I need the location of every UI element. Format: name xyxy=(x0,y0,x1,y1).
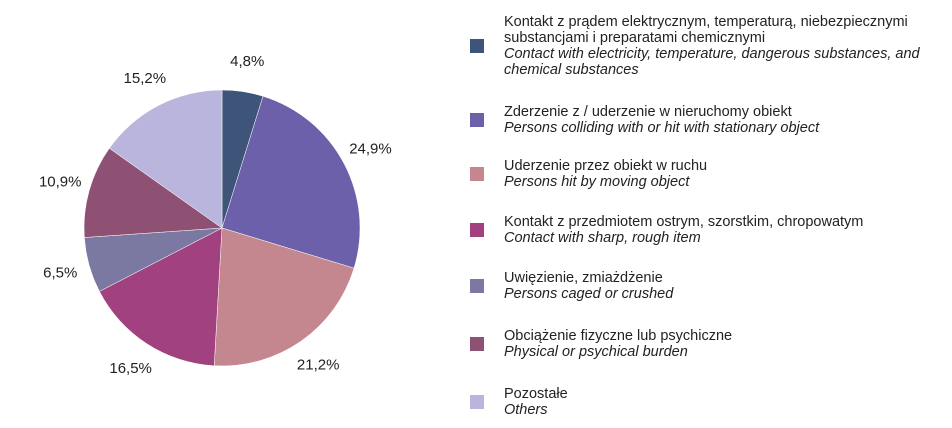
data-label: 10,9% xyxy=(39,174,82,191)
legend-label-en: Contact with sharp, rough item xyxy=(504,230,701,246)
legend-text: Kontakt z prądem elektrycznym, temperatu… xyxy=(504,14,949,78)
data-label: 15,2% xyxy=(124,70,167,87)
legend-label-en: Contact with electricity, temperature, d… xyxy=(504,46,920,78)
legend-text: Uwięzienie, zmiażdżenie Persons caged or … xyxy=(504,270,949,302)
data-label: 16,5% xyxy=(109,360,152,377)
legend-item: Kontakt z prądem elektrycznym, temperatu… xyxy=(470,14,950,78)
data-label: 24,9% xyxy=(349,140,392,157)
legend-label: Kontakt z prądem elektrycznym, temperatu… xyxy=(504,14,908,46)
legend-item: Pozostałe Others xyxy=(470,386,950,418)
pie-slice xyxy=(99,227,223,367)
legend-text: Pozostałe Others xyxy=(504,386,949,418)
legend-text: Obciążenie fizyczne lub psychiczne Physic… xyxy=(504,328,949,360)
legend-swatch xyxy=(470,39,484,53)
legend-label: Obciążenie fizyczne lub psychiczne xyxy=(504,328,733,344)
legend-swatch xyxy=(470,223,484,237)
pie-slice xyxy=(83,147,223,238)
pie-slice xyxy=(108,89,223,229)
data-label: 21,2% xyxy=(297,357,340,374)
pie-area: 4,8% 24,9% 21,2% 16,5% 6,5% 10,9% 15,2% xyxy=(39,53,392,377)
legend-item: Kontakt z przedmiotem ostrym, szorstkim,… xyxy=(470,214,950,246)
legend-swatch xyxy=(470,337,484,351)
legend-label-en: Persons hit by moving object xyxy=(504,174,690,190)
legend-label-en: Others xyxy=(504,402,548,418)
legend-label-en: Physical or psychical burden xyxy=(504,344,688,360)
legend-swatch xyxy=(470,279,484,293)
legend-item: Uderzenie przez obiekt w ruchu Persons hi… xyxy=(470,158,950,190)
legend-item: Obciążenie fizyczne lub psychiczne Physic… xyxy=(470,328,950,360)
legend-swatch xyxy=(470,167,484,181)
legend-label-en: Persons colliding with or hit with stati… xyxy=(504,120,820,136)
legend-text: Kontakt z przedmiotem ostrym, szorstkim,… xyxy=(504,214,949,246)
legend-text: Zderzenie z / uderzenie w nieruchomy obi… xyxy=(504,104,949,136)
legend-swatch xyxy=(470,113,484,127)
legend-label-en: Persons caged or crushed xyxy=(504,286,674,302)
legend-label: Uwięzienie, zmiażdżenie xyxy=(504,270,663,286)
legend-item: Zderzenie z / uderzenie w nieruchomy obi… xyxy=(470,104,950,136)
legend-label: Uderzenie przez obiekt w ruchu xyxy=(504,158,708,174)
legend-text: Uderzenie przez obiekt w ruchu Persons hi… xyxy=(504,158,949,190)
data-label: 4,8% xyxy=(230,53,264,70)
data-label: 6,5% xyxy=(43,264,77,281)
legend-label: Pozostałe xyxy=(504,386,568,402)
legend-label: Zderzenie z / uderzenie w nieruchomy obi… xyxy=(504,104,792,120)
legend-item: Uwięzienie, zmiażdżenie Persons caged or … xyxy=(470,270,950,302)
pie-slice xyxy=(213,227,355,367)
pie-slice xyxy=(221,95,361,269)
legend-label: Kontakt z przedmiotem ostrym, szorstkim,… xyxy=(504,214,864,230)
legend-swatch xyxy=(470,395,484,409)
